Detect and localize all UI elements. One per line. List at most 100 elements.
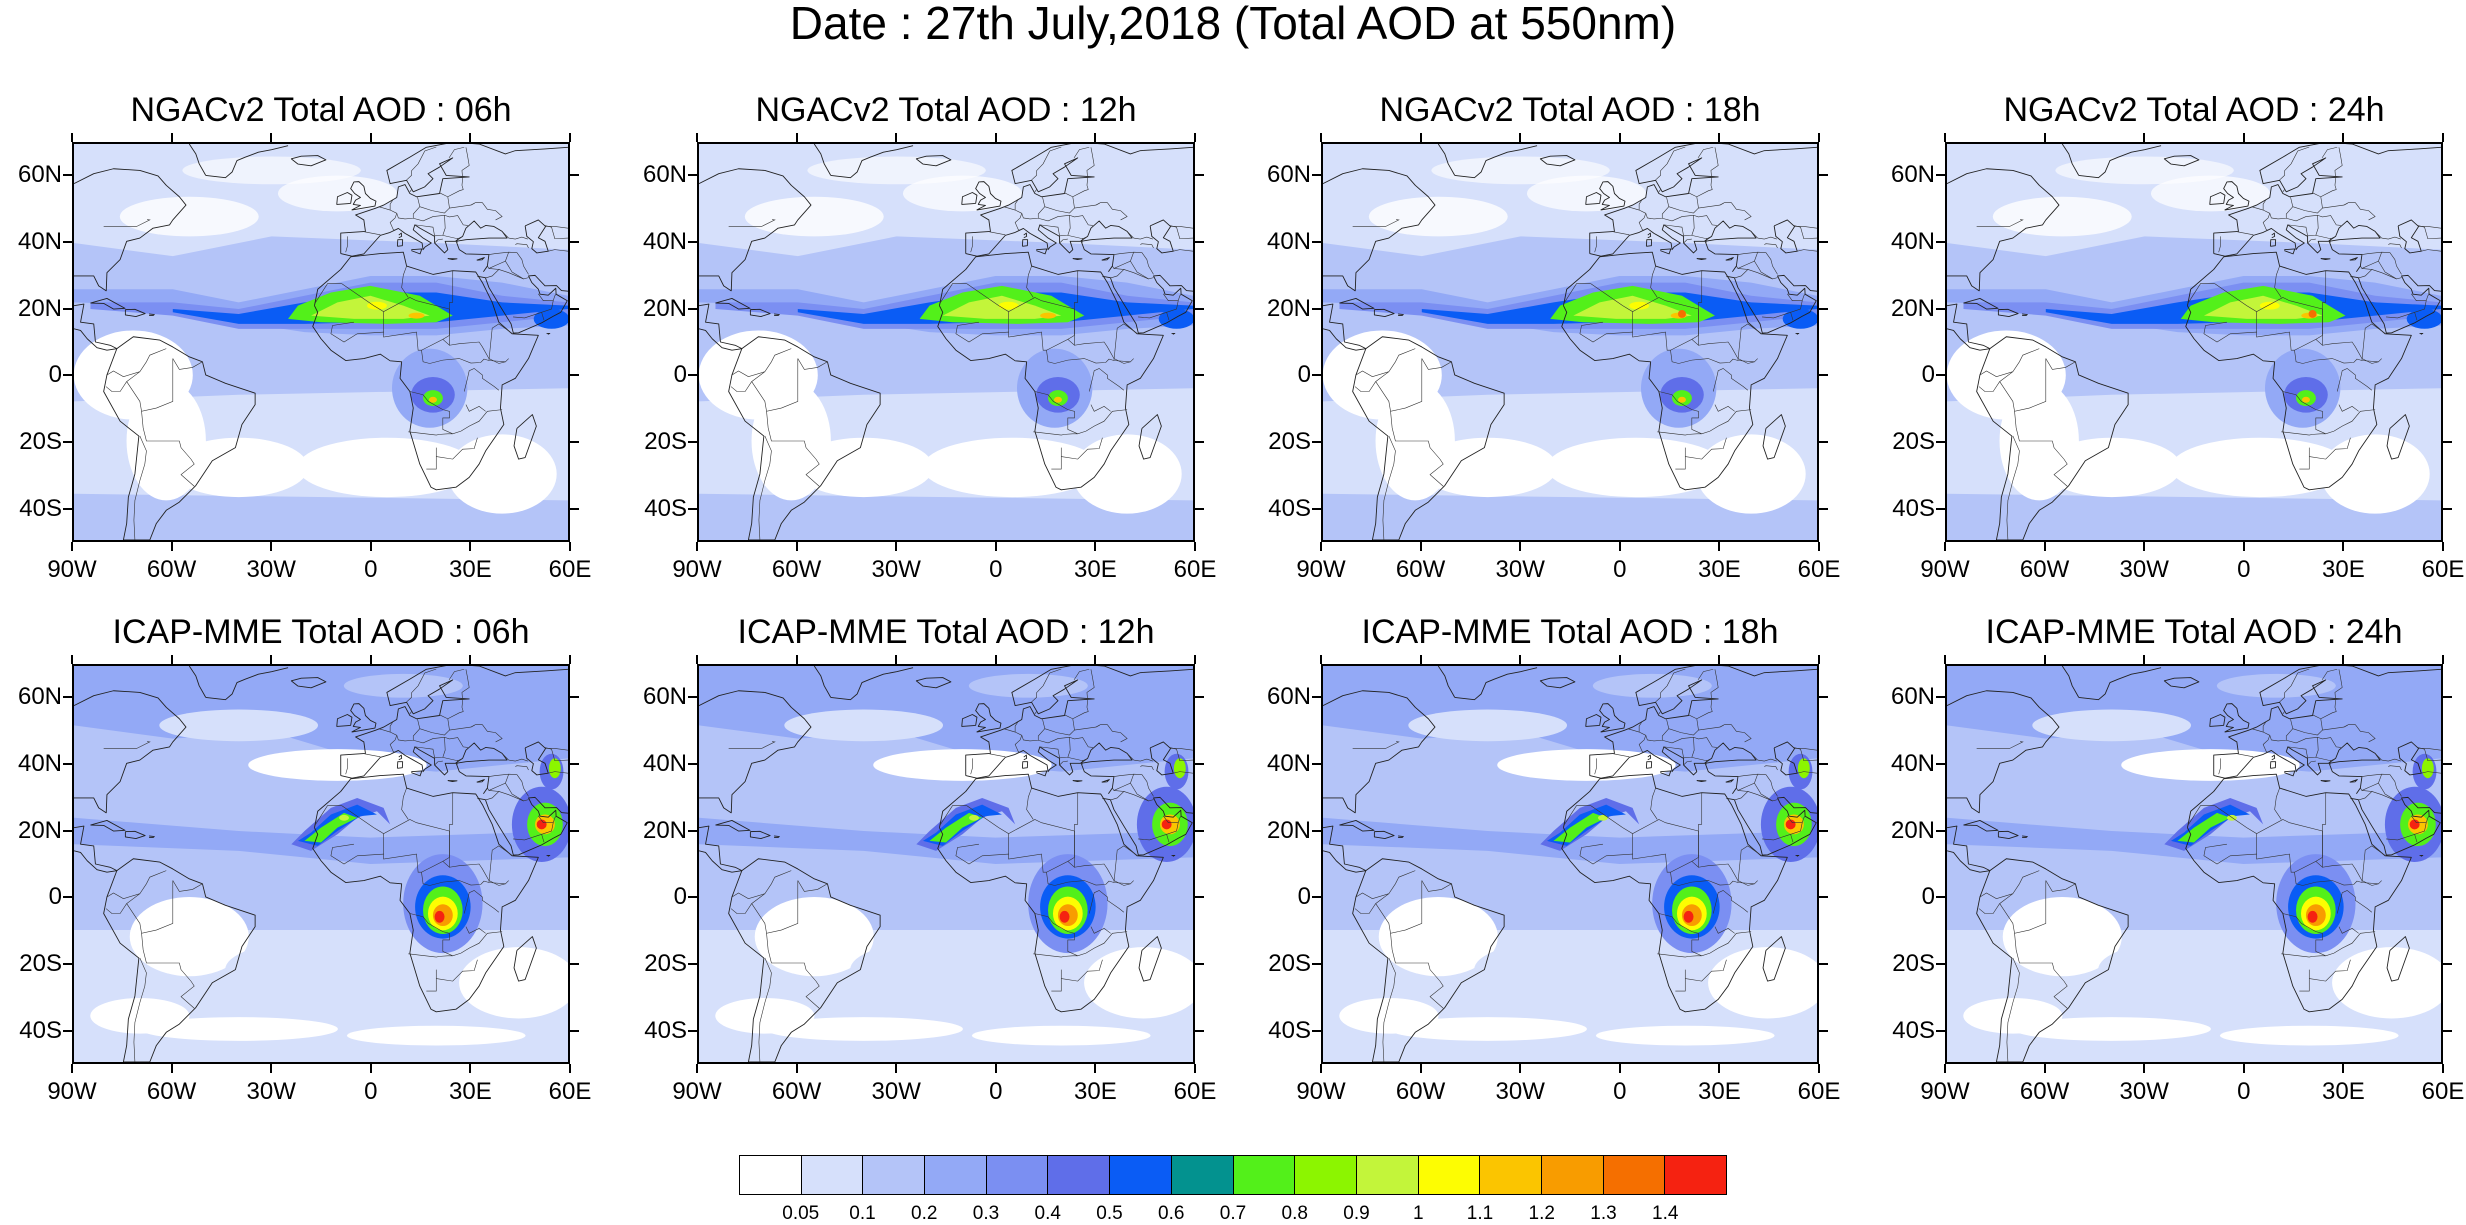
lon-tick-mark	[1419, 542, 1422, 551]
lon-tick-mark	[270, 1064, 273, 1073]
lon-tick-label: 60W	[2019, 556, 2070, 583]
lat-tick-label: 0	[1921, 883, 1935, 911]
lat-tick-mark	[570, 896, 579, 899]
lon-tick-mark	[170, 133, 173, 142]
lat-tick-label: 20S	[1268, 950, 1311, 977]
lat-tick-mark	[63, 896, 72, 899]
lon-tick-mark	[2242, 655, 2245, 664]
colorbar-swatch	[1356, 1156, 1419, 1194]
lon-tick-mark	[2342, 542, 2345, 551]
lon-tick-label: 90W	[1296, 1078, 1346, 1105]
lon-tick-mark	[1419, 133, 1422, 142]
lon-tick-label: 0	[989, 556, 1003, 583]
lon-tick-label: 30W	[871, 1078, 921, 1105]
lon-tick-mark	[2143, 1064, 2146, 1073]
lat-tick-label: 40S	[19, 494, 62, 522]
aod-field	[1323, 144, 1817, 540]
colorbar-label: 0.7	[1219, 1203, 1247, 1224]
lat-tick-label: 60N	[1266, 683, 1311, 711]
lat-tick-label: 20S	[644, 950, 687, 977]
lat-tick-mark	[63, 374, 72, 377]
lat-tick-label: 0	[1921, 361, 1935, 389]
lon-tick-mark	[469, 542, 472, 551]
lon-tick-mark	[2342, 655, 2345, 664]
lat-tick-label: 40N	[1890, 750, 1935, 777]
lon-tick-label: 0	[364, 1078, 378, 1105]
lat-tick-mark	[63, 307, 72, 310]
lon-tick-mark	[2043, 133, 2046, 142]
lon-tick-label: 60W	[2019, 1078, 2070, 1105]
lon-tick-mark	[1818, 1064, 1820, 1073]
lat-tick-label: 20N	[1266, 816, 1311, 844]
colorbar-label: 0.05	[782, 1203, 820, 1224]
lat-tick-mark	[1312, 374, 1321, 377]
lon-tick-mark	[270, 133, 273, 142]
lat-tick-label: 20N	[1266, 294, 1311, 322]
lat-tick-mark	[1312, 1029, 1321, 1032]
lat-tick-mark	[1195, 1029, 1204, 1032]
lon-tick-mark	[696, 1064, 698, 1073]
lon-tick-mark	[2143, 655, 2146, 664]
lon-tick-mark	[469, 1064, 472, 1073]
lat-tick-mark	[1195, 829, 1204, 832]
lat-tick-label: 40S	[19, 1016, 62, 1044]
lon-tick-mark	[696, 542, 698, 551]
lat-tick-label: 20N	[17, 294, 62, 322]
lat-tick-mark	[1312, 763, 1321, 765]
colorbar-swatch	[1480, 1156, 1542, 1194]
lat-tick-mark	[1312, 696, 1321, 699]
lon-tick-mark	[71, 133, 73, 142]
lat-tick-label: 20S	[644, 428, 687, 455]
lon-tick-label: 60E	[548, 1078, 592, 1105]
lon-tick-mark	[369, 1064, 372, 1073]
lon-tick-label: 60W	[1395, 1078, 1446, 1105]
lat-tick-mark	[1195, 696, 1204, 699]
lat-tick-label: 20S	[19, 428, 62, 455]
lat-tick-mark	[1936, 1029, 1945, 1032]
lat-tick-label: 60N	[17, 161, 62, 189]
lon-tick-mark	[1094, 1064, 1097, 1073]
panel-title: NGACv2 Total AOD : 18h	[1379, 91, 1761, 129]
map-panel	[697, 142, 1195, 542]
lat-tick-label: 40N	[642, 228, 687, 255]
lat-tick-mark	[63, 829, 72, 832]
aod-field	[699, 144, 1193, 540]
colorbar-label: 0.1	[849, 1203, 876, 1224]
lon-tick-mark	[569, 133, 571, 142]
lat-tick-mark	[1936, 241, 1945, 243]
lon-tick-label: 30W	[246, 1078, 296, 1105]
colorbar-label: 1.4	[1652, 1203, 1679, 1224]
lon-tick-label: 90W	[47, 1078, 97, 1105]
lat-tick-mark	[688, 896, 697, 899]
lon-tick-label: 30E	[1074, 556, 1117, 583]
lat-tick-mark	[570, 829, 579, 832]
lon-tick-mark	[795, 655, 798, 664]
lon-tick-label: 60W	[771, 556, 822, 583]
lat-tick-mark	[1936, 763, 1945, 765]
lat-tick-mark	[1936, 374, 1945, 377]
lon-tick-mark	[2442, 1064, 2444, 1073]
lon-tick-mark	[994, 542, 997, 551]
lon-tick-label: 30W	[246, 556, 296, 583]
lat-tick-label: 60N	[1890, 161, 1935, 189]
lat-tick-mark	[1819, 763, 1828, 765]
lat-tick-label: 20N	[642, 294, 687, 322]
lon-tick-label: 30E	[449, 1078, 492, 1105]
lon-tick-mark	[1718, 133, 1721, 142]
map-panel	[1945, 142, 2443, 542]
aod-field	[74, 144, 568, 540]
lat-tick-mark	[1312, 896, 1321, 899]
lat-tick-label: 20N	[642, 816, 687, 844]
lon-tick-label: 60E	[1173, 556, 1217, 583]
panel-title: NGACv2 Total AOD : 06h	[130, 91, 512, 129]
lon-tick-mark	[1320, 655, 1322, 664]
lat-tick-label: 60N	[642, 161, 687, 189]
lat-tick-label: 40N	[1890, 228, 1935, 255]
lon-tick-mark	[994, 655, 997, 664]
lon-tick-label: 0	[364, 556, 378, 583]
lat-tick-mark	[1936, 829, 1945, 832]
colorbar-swatch	[740, 1156, 802, 1194]
lon-tick-mark	[1519, 133, 1522, 142]
lon-tick-mark	[696, 655, 698, 664]
lon-tick-mark	[795, 1064, 798, 1073]
